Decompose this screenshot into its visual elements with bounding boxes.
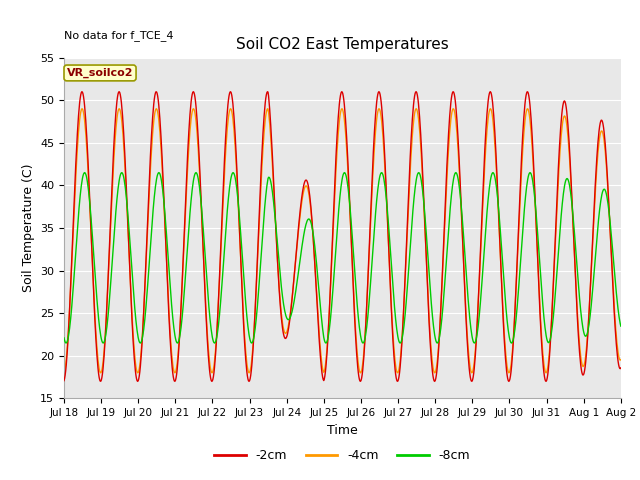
-2cm (444, 151, 451, 157)
-4cm (171, 370, 179, 376)
Line: -2cm: -2cm (64, 92, 621, 381)
Y-axis label: Soil Temperature (C): Soil Temperature (C) (22, 164, 35, 292)
-4cm (307, 203, 314, 208)
-2cm (307, 198, 314, 204)
Line: -4cm: -4cm (64, 109, 621, 373)
-8cm (118, 170, 125, 176)
-2cm (617, 365, 625, 371)
-2cm (495, 227, 503, 233)
-4cm (118, 115, 125, 120)
Legend: -2cm, -4cm, -8cm: -2cm, -4cm, -8cm (209, 444, 476, 467)
Text: No data for f_TCE_4: No data for f_TCE_4 (64, 30, 173, 41)
Text: VR_soilco2: VR_soilco2 (67, 68, 133, 78)
-8cm (444, 242, 451, 248)
-2cm (506, 378, 513, 384)
-8cm (81, 170, 88, 176)
-2cm (245, 378, 253, 384)
-8cm (617, 323, 625, 329)
-2cm (189, 89, 197, 95)
-4cm (444, 165, 451, 171)
Title: Soil CO2 East Temperatures: Soil CO2 East Temperatures (236, 37, 449, 52)
-8cm (60, 335, 68, 341)
-4cm (115, 106, 123, 112)
Line: -8cm: -8cm (64, 173, 621, 343)
-2cm (117, 95, 125, 101)
-8cm (495, 215, 503, 220)
-4cm (506, 370, 513, 375)
-4cm (617, 357, 625, 362)
-4cm (495, 229, 503, 235)
X-axis label: Time: Time (327, 424, 358, 437)
-8cm (287, 314, 294, 320)
-2cm (287, 313, 294, 319)
-8cm (506, 335, 513, 340)
-2cm (60, 378, 68, 384)
-4cm (60, 370, 68, 375)
-8cm (136, 340, 144, 346)
-8cm (307, 218, 314, 224)
-4cm (287, 311, 294, 316)
